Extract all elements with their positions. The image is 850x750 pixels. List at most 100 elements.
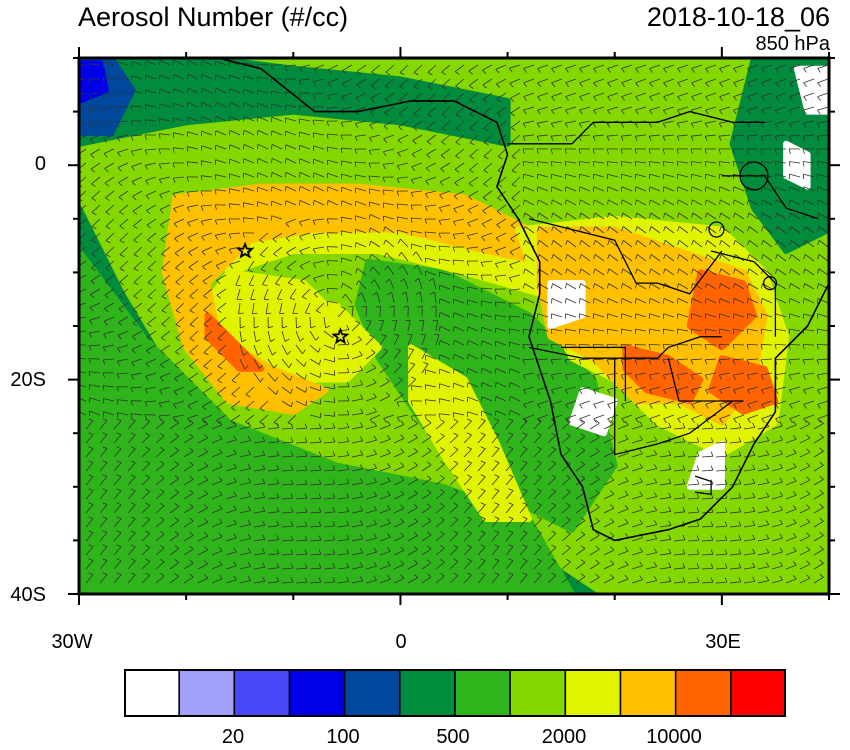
wind-barb (673, 427, 685, 430)
wind-barb (229, 102, 241, 108)
wind-barb-flag (218, 434, 223, 440)
wind-barb (393, 494, 405, 500)
wind-barb (281, 497, 294, 500)
wind-barb (734, 268, 745, 276)
wind-barb (495, 314, 507, 318)
wind-barb (169, 478, 180, 486)
wind-barb (547, 435, 557, 444)
wind-barb-flag (102, 372, 105, 378)
wind-barb (155, 547, 165, 556)
wind-barb (187, 190, 199, 193)
wind-barb-flag (304, 493, 308, 499)
wind-barb (379, 522, 391, 528)
wind-barb-flag (147, 323, 152, 327)
wind-barb (533, 518, 542, 528)
wind-barb-flag (424, 384, 427, 390)
wind-barb (701, 497, 714, 500)
lake-outline (762, 276, 778, 291)
wind-barb (257, 143, 269, 150)
wind-barb (421, 548, 432, 556)
wind-barb-flag (817, 199, 819, 205)
wind-barb (477, 490, 486, 500)
wind-barb-flag (131, 349, 136, 354)
wind-barb (589, 548, 600, 556)
wind-barb (260, 260, 269, 270)
wind-barb-flag (273, 253, 278, 257)
wind-barb-flag (276, 549, 280, 554)
wind-barb-flag (724, 451, 728, 457)
wind-barb (719, 134, 731, 137)
wind-barb-flag (682, 479, 686, 484)
wind-barb (607, 173, 619, 178)
wind-barb (483, 134, 493, 143)
wind-barb-flag (413, 573, 418, 578)
wind-barb-flag (803, 109, 807, 115)
wind-barb-flag (89, 320, 93, 325)
wind-barb (537, 372, 549, 376)
wind-barb (131, 176, 143, 182)
wind-barb (743, 483, 755, 486)
wind-barb-flag (385, 71, 391, 76)
wind-barb (141, 477, 151, 486)
wind-barb-flag (789, 254, 792, 260)
wind-barb (704, 344, 717, 346)
wind-barb (407, 479, 418, 486)
wind-barb-flag (259, 377, 264, 383)
wind-barb (295, 553, 308, 556)
wind-barb-flag (607, 268, 610, 274)
wind-barb-flag (147, 282, 153, 286)
wind-barb (818, 226, 829, 234)
wind-barb (799, 451, 811, 458)
wind-barb (243, 202, 255, 206)
wind-barb (337, 553, 349, 556)
wind-barb (132, 316, 143, 324)
wind-barb (449, 421, 459, 430)
wind-barb (397, 400, 409, 403)
wind-barb-flag (593, 109, 597, 115)
wind-barb-flag (215, 250, 219, 255)
wind-barb (575, 450, 586, 458)
wind-barb-flag (332, 479, 336, 485)
wind-barb (747, 106, 759, 111)
wind-barb (239, 426, 251, 430)
wind-barb-flag (579, 109, 583, 115)
wind-barb-flag (508, 460, 514, 463)
wind-barb-flag (564, 374, 568, 380)
wind-barb (267, 483, 279, 486)
wind-barb (565, 372, 577, 376)
wind-barb (393, 349, 401, 360)
wind-barb-flag (537, 68, 541, 73)
wind-barb (720, 283, 731, 290)
wind-barb (295, 511, 308, 514)
wind-barb-flag (413, 461, 418, 466)
wind-barb (617, 508, 629, 514)
wind-barb (617, 466, 629, 472)
wind-barb (160, 218, 171, 225)
wind-barb (804, 283, 815, 290)
wind-barb (188, 260, 199, 268)
wind-barb-flag (91, 226, 97, 230)
wind-barb (455, 134, 465, 143)
wind-barb-flag (817, 418, 822, 423)
wind-barb-flag (536, 558, 542, 562)
wind-barb-flag (453, 544, 459, 548)
wind-barb-flag (102, 558, 108, 561)
wind-barb-flag (373, 561, 377, 567)
wind-barb (410, 217, 423, 220)
wind-barb-flag (400, 420, 405, 425)
wind-barb-flag (467, 209, 472, 214)
wind-barb (575, 576, 586, 584)
wind-barb (117, 162, 129, 168)
wind-barb-flag (775, 268, 778, 274)
wind-barb-flag (677, 109, 681, 115)
wind-barb-flag (653, 576, 658, 581)
wind-barb-flag (332, 577, 336, 583)
wind-barb (579, 106, 591, 111)
wind-barb (495, 410, 507, 416)
wind-barb-flag (579, 96, 583, 101)
wind-barb-flag (452, 272, 455, 278)
wind-barb (281, 581, 294, 584)
wind-barb (89, 371, 101, 374)
wind-barb-flag (318, 535, 322, 541)
wind-barb-flag (522, 374, 526, 380)
